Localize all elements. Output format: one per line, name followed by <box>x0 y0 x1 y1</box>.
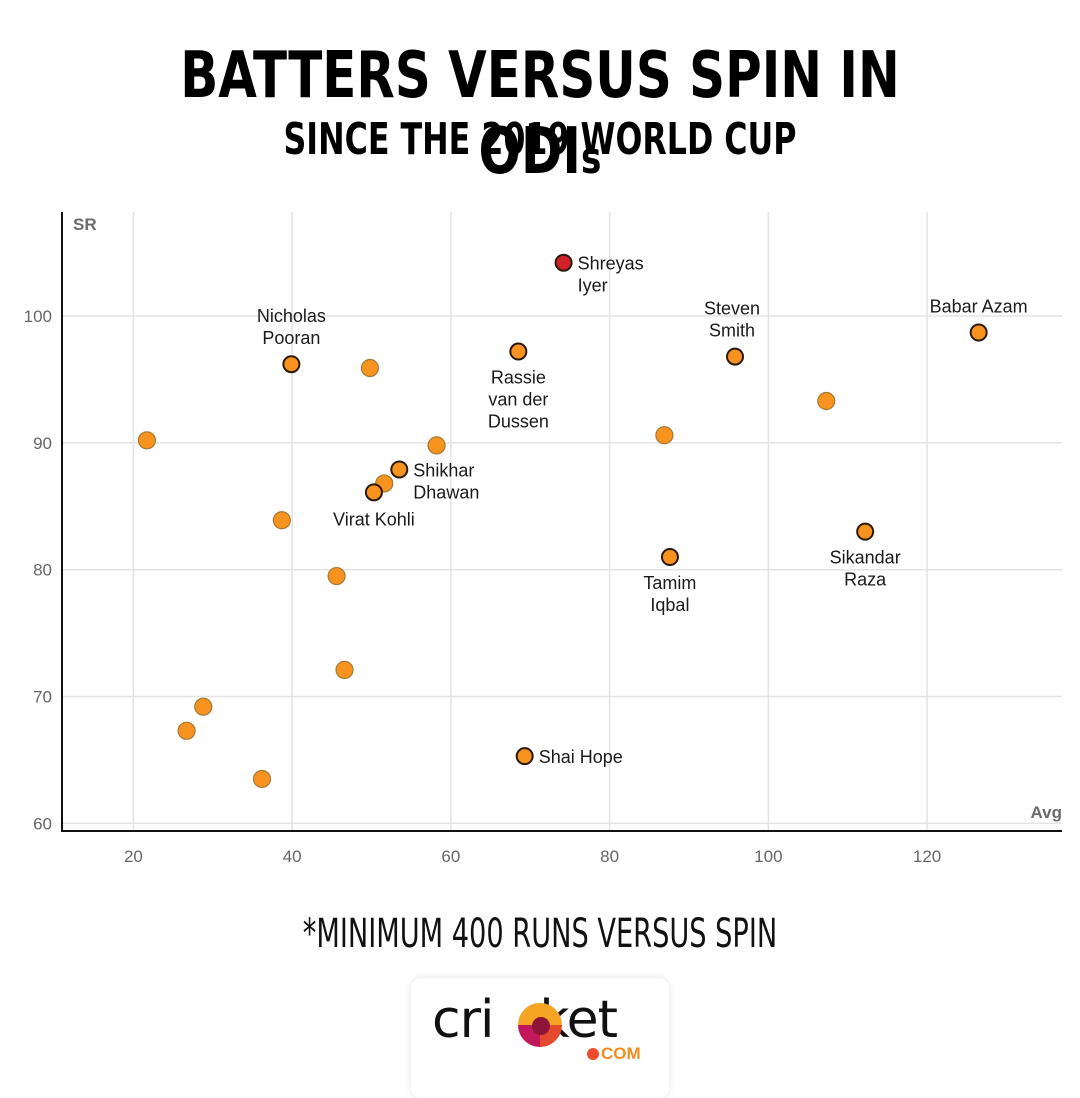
data-points <box>137 253 988 789</box>
data-point <box>177 721 196 740</box>
scatter-chart: 20 40 60 80 100 120 60 70 80 90 100 SR Avg Shreyas… <box>24 212 1063 866</box>
point-label: Raza <box>844 570 887 590</box>
point-label: Dussen <box>488 412 549 432</box>
point-label: Shreyas <box>578 254 644 274</box>
data-point-shai-hope <box>515 747 534 766</box>
point-label: Steven <box>704 299 760 319</box>
cricket-ball-core-icon <box>532 1017 550 1035</box>
data-point-sikandar-raza <box>856 522 875 541</box>
x-tick-label: 80 <box>600 847 619 866</box>
point-label: Shai Hope <box>539 747 623 767</box>
x-tick-label: 120 <box>913 847 941 866</box>
data-point-rassie-van-der-dussen <box>509 342 528 361</box>
data-point-shikhar-dhawan <box>390 460 409 479</box>
data-point-virat-kohli <box>364 483 383 502</box>
point-label: Virat Kohli <box>333 509 415 529</box>
y-tick-label: 60 <box>33 814 52 833</box>
point-label: Rassie <box>491 368 546 388</box>
point-label: Babar Azam <box>930 297 1028 317</box>
data-point-babar-azam <box>969 323 988 342</box>
y-tick-label: 80 <box>33 561 52 580</box>
axes <box>61 212 1062 832</box>
data-point <box>194 697 213 716</box>
data-point <box>427 436 446 455</box>
y-tick-label: 90 <box>33 434 52 453</box>
logo-domain-text: COM <box>601 1044 641 1063</box>
tick-labels: 20 40 60 80 100 120 60 70 80 90 100 <box>24 307 942 866</box>
data-point <box>137 431 157 450</box>
grid-lines <box>62 212 1062 831</box>
footnote: *MINIMUM 400 RUNS VERSUS SPIN <box>302 911 778 957</box>
y-tick-label: 70 <box>33 688 52 707</box>
y-axis-title: SR <box>73 215 97 234</box>
point-label: Shikhar <box>413 460 474 480</box>
point-label: Dhawan <box>413 482 479 502</box>
chart-title-suffix: s <box>580 133 602 184</box>
point-label: Iyer <box>578 276 608 296</box>
point-label: Tamim <box>643 573 696 593</box>
data-point-tamim-iqbal <box>660 548 679 567</box>
point-label: Smith <box>709 321 755 341</box>
x-tick-label: 40 <box>283 847 302 866</box>
data-point-nicholas-pooran <box>282 355 301 374</box>
chart-title-main: BATTERS VERSUS SPIN IN ODI <box>180 39 900 189</box>
data-point-shreyas-iyer <box>554 253 573 272</box>
data-point <box>272 511 291 530</box>
logo-dot-icon <box>587 1048 599 1060</box>
data-point <box>360 358 380 378</box>
point-label: Sikandar <box>830 548 901 568</box>
data-point-steven-smith <box>726 347 745 366</box>
x-axis-title: Avg <box>1031 803 1063 822</box>
data-point <box>655 426 674 445</box>
chart-title: BATTERS VERSUS SPIN IN ODIs <box>119 38 961 197</box>
point-label: van der <box>488 390 548 410</box>
logo-wordmark-prefix: cri <box>432 990 494 1050</box>
data-point <box>817 391 836 411</box>
point-label: Iqbal <box>650 595 689 615</box>
point-label: Pooran <box>262 328 320 348</box>
point-label: Nicholas <box>257 306 326 326</box>
data-point <box>252 769 272 789</box>
x-tick-label: 100 <box>754 847 782 866</box>
logo-domain: COM <box>585 1044 641 1064</box>
y-tick-label: 100 <box>24 307 52 326</box>
data-point <box>335 660 354 680</box>
chart-subtitle: SINCE THE 2019 WORLD CUP <box>283 114 797 165</box>
x-tick-label: 20 <box>124 847 143 866</box>
data-point <box>327 566 346 586</box>
x-tick-label: 60 <box>441 847 460 866</box>
